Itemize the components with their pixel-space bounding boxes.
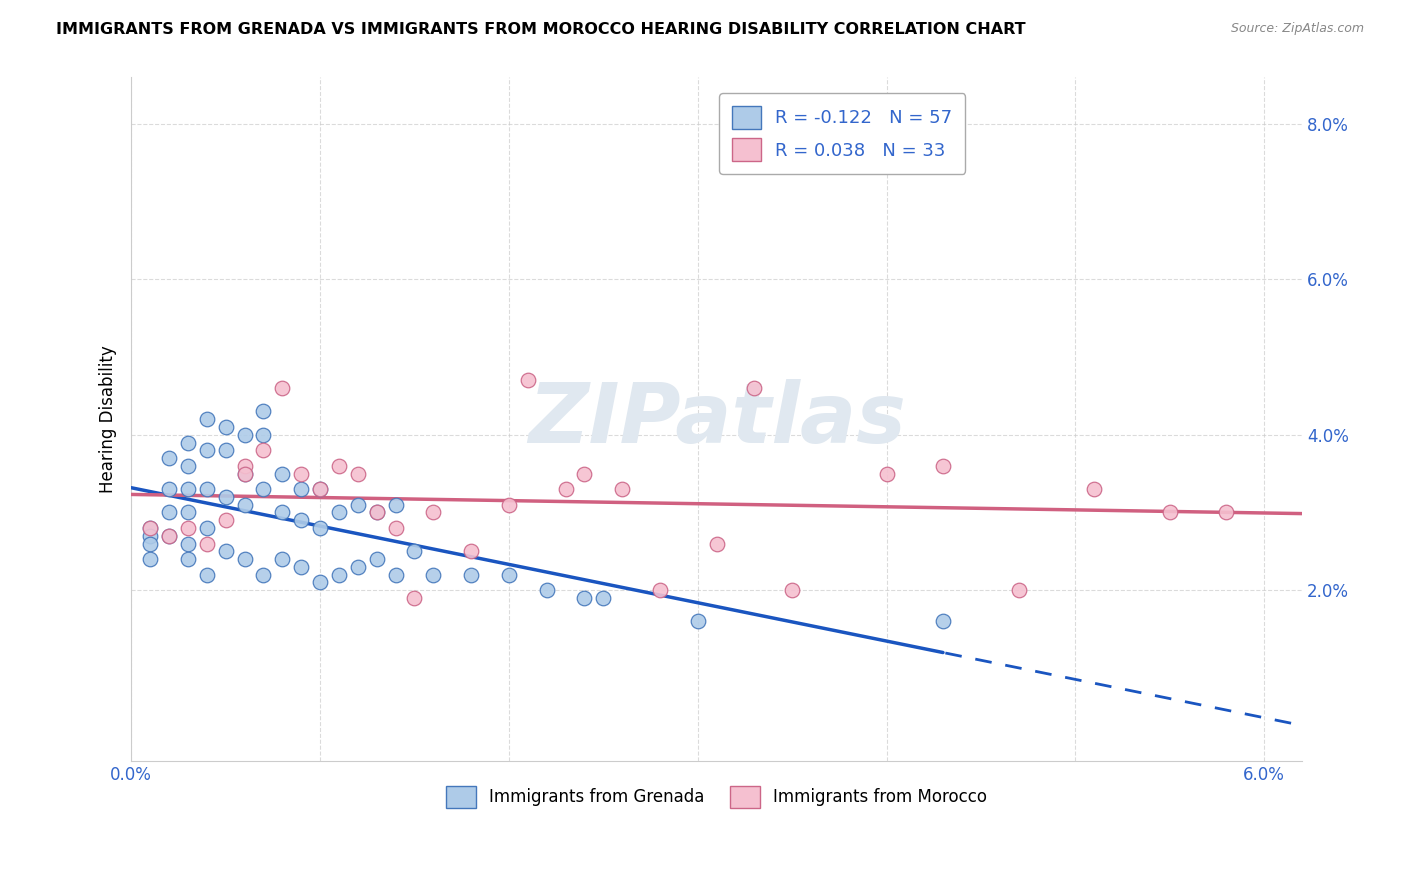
Point [139,521,162,535]
Point [309,482,332,496]
Point [139,552,162,566]
Point [404,591,426,605]
Point [233,498,256,512]
Point [177,536,200,550]
Point [932,614,955,628]
Point [157,451,180,466]
Point [290,467,312,481]
Point [233,467,256,481]
Point [139,521,162,535]
Point [536,583,558,598]
Point [252,482,274,496]
Point [252,404,274,418]
Point [233,458,256,473]
Point [460,544,482,558]
Point [1159,506,1181,520]
Text: Source: ZipAtlas.com: Source: ZipAtlas.com [1230,22,1364,36]
Point [648,583,671,598]
Point [177,506,200,520]
Point [195,443,218,458]
Point [233,427,256,442]
Point [592,591,614,605]
Point [157,482,180,496]
Point [157,506,180,520]
Point [366,506,388,520]
Point [574,467,596,481]
Point [554,482,576,496]
Point [1008,583,1031,598]
Point [309,482,332,496]
Point [574,591,596,605]
Point [177,552,200,566]
Point [139,529,162,543]
Point [366,506,388,520]
Point [157,529,180,543]
Point [139,536,162,550]
Text: ZIPatlas: ZIPatlas [527,379,905,459]
Point [328,458,350,473]
Point [214,490,236,504]
Point [384,567,406,582]
Point [309,521,332,535]
Point [177,521,200,535]
Point [195,412,218,426]
Text: IMMIGRANTS FROM GRENADA VS IMMIGRANTS FROM MOROCCO HEARING DISABILITY CORRELATIO: IMMIGRANTS FROM GRENADA VS IMMIGRANTS FR… [56,22,1026,37]
Point [214,513,236,527]
Point [516,373,538,387]
Point [498,498,520,512]
Point [422,506,444,520]
Point [290,559,312,574]
Point [195,536,218,550]
Point [347,559,370,574]
Y-axis label: Hearing Disability: Hearing Disability [100,345,117,493]
Point [366,552,388,566]
Point [252,567,274,582]
Point [214,443,236,458]
Point [460,567,482,582]
Point [290,482,312,496]
Point [384,521,406,535]
Point [1215,506,1237,520]
Point [177,435,200,450]
Point [328,506,350,520]
Point [422,567,444,582]
Point [214,544,236,558]
Point [195,567,218,582]
Point [309,575,332,590]
Point [404,544,426,558]
Point [744,381,766,395]
Point [233,552,256,566]
Point [347,467,370,481]
Point [686,614,709,628]
Point [498,567,520,582]
Point [195,521,218,535]
Point [780,583,803,598]
Point [347,498,370,512]
Point [157,529,180,543]
Point [271,467,294,481]
Point [612,482,634,496]
Legend: Immigrants from Grenada, Immigrants from Morocco: Immigrants from Grenada, Immigrants from… [440,780,994,814]
Point [177,458,200,473]
Point [384,498,406,512]
Point [252,443,274,458]
Point [1083,482,1105,496]
Point [932,458,955,473]
Point [328,567,350,582]
Point [177,482,200,496]
Point [706,536,728,550]
Point [233,467,256,481]
Point [290,513,312,527]
Point [271,381,294,395]
Point [214,420,236,434]
Point [252,427,274,442]
Point [195,482,218,496]
Point [876,467,898,481]
Point [271,506,294,520]
Point [271,552,294,566]
